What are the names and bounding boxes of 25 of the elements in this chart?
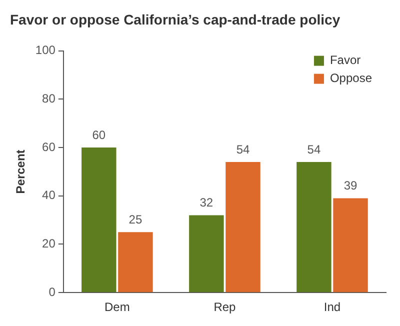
data-label: 25 [128, 212, 142, 226]
x-tick-label: Dem [104, 300, 130, 314]
legend-label: Favor [330, 53, 361, 68]
y-tick-label: 80 [42, 91, 56, 106]
bar [226, 162, 260, 292]
chart-title: Favor or oppose California’s cap-and-trade policy [10, 11, 340, 28]
bar [118, 232, 153, 292]
data-label: 32 [200, 196, 214, 210]
y-tick-label: 60 [42, 140, 56, 154]
legend-label: Oppose [330, 71, 372, 86]
y-tick-label: 0 [48, 284, 56, 299]
bar [189, 215, 224, 292]
data-label: 54 [307, 142, 321, 156]
y-tick-label: 40 [42, 188, 56, 202]
y-tick-label: 100 [35, 43, 56, 58]
bar [296, 162, 332, 292]
x-tick-label: Rep [214, 300, 236, 314]
y-tick-label: 20 [42, 236, 56, 251]
data-label: 54 [236, 142, 250, 156]
data-label: 60 [92, 128, 106, 142]
bar [333, 198, 368, 292]
x-tick-label: Ind [324, 300, 341, 314]
data-label: 39 [344, 178, 358, 193]
y-axis-title: Percent [14, 150, 28, 194]
bar [82, 148, 116, 292]
